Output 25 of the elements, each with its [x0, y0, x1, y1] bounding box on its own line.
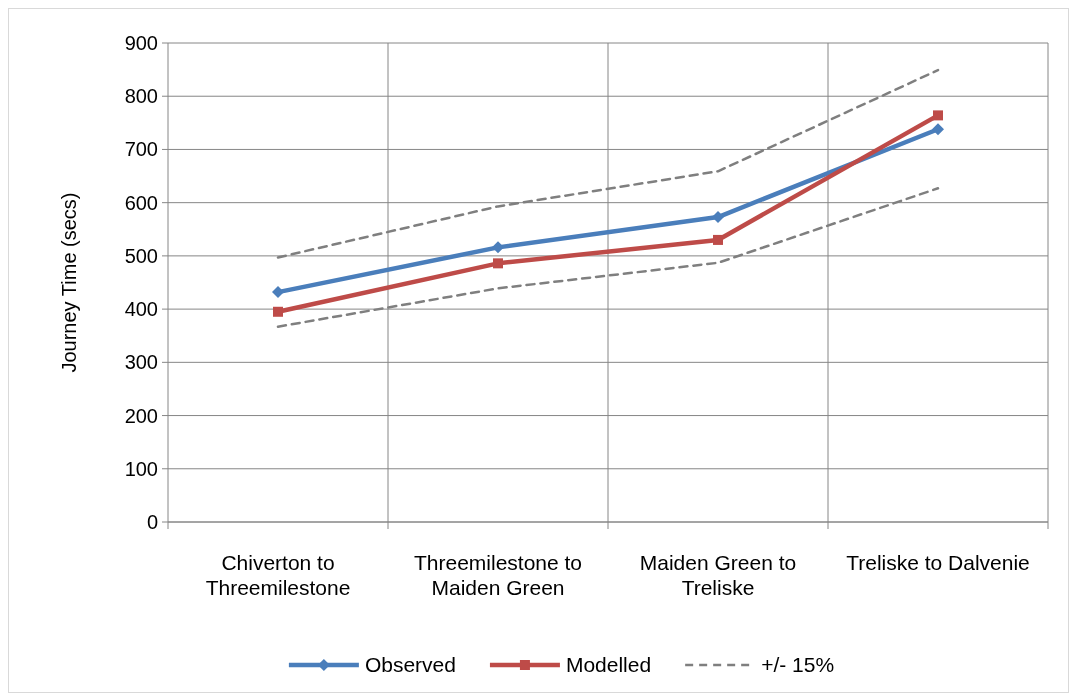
point	[932, 123, 944, 136]
y-tick-label: 300	[124, 351, 158, 374]
x-tick-label: Threemilestone to Maiden Green	[413, 551, 583, 599]
point	[713, 234, 723, 245]
y-tick-label: 800	[124, 85, 158, 108]
y-axis-title: Journey Time (secs)	[58, 192, 80, 373]
legend-label: Modelled	[565, 653, 652, 677]
point	[272, 286, 284, 299]
point	[933, 110, 943, 121]
y-tick-label: 600	[124, 191, 158, 214]
y-tick-label: 0	[146, 511, 158, 533]
x-tick-label: Maiden Green to Treliske	[639, 551, 797, 599]
y-tick-label: 400	[124, 298, 158, 321]
point	[712, 211, 724, 224]
y-tick-label: 700	[124, 138, 158, 161]
x-tick-label: Treliske to Dalvenie	[846, 551, 1030, 574]
y-tick-label: 900	[124, 32, 158, 54]
legend-label: Observed	[364, 653, 456, 677]
point	[273, 306, 283, 317]
point	[493, 258, 503, 269]
y-tick-label: 200	[124, 404, 158, 427]
x-tick-label: Chiverton to Threemilestone	[205, 551, 351, 599]
y-tick-label: 500	[124, 244, 158, 267]
y-tick-label: 100	[124, 457, 158, 480]
legend-label: +/- 15%	[761, 653, 835, 677]
